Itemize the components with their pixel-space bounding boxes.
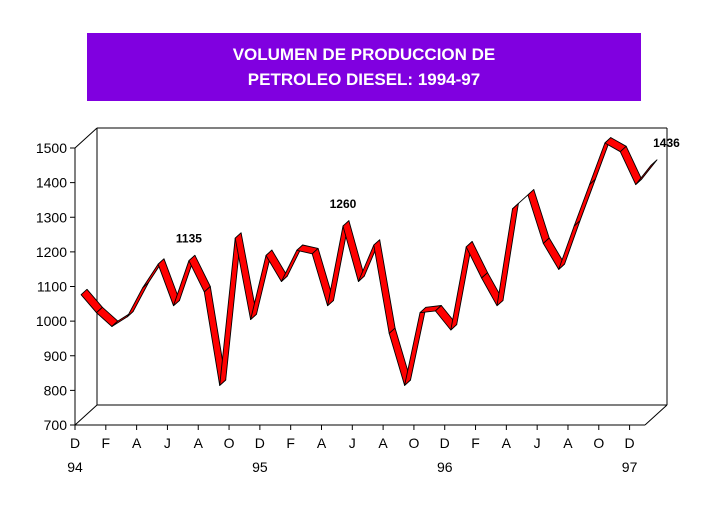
ribbon-segment [219,232,242,386]
x-tick-month: A [563,435,573,451]
ribbon-segment [465,241,489,279]
x-tick-month: J [534,435,541,451]
top-left-edge [74,127,98,149]
ribbon-segment [527,189,550,244]
x-tick-month: O [408,435,419,451]
y-tick-label: 1000 [36,313,67,329]
x-tick-month: A [378,435,388,451]
y-tick-label: 1100 [37,279,67,295]
ribbon-segment [126,281,150,318]
x-tick-month: F [471,435,480,451]
data-label: 1260 [330,197,357,211]
chart-title-line-2: PETROLEO DIESEL: 1994-97 [247,70,481,89]
x-tick-year: 97 [622,459,638,475]
y-tick-label: 800 [44,382,68,398]
ribbon-segment [188,254,211,293]
x-tick-month: A [502,435,512,451]
ribbon-segment [342,220,365,282]
floor-right-edge [644,404,668,426]
ribbon-segment [450,241,473,331]
y-tick-label: 1400 [36,175,67,191]
chart-title-line-1: VOLUMEN DE PRODUCCION DE [232,45,496,64]
y-tick-label: 1200 [36,244,67,260]
x-tick-month: A [132,435,142,451]
x-tick-year: 94 [67,459,83,475]
x-tick-month: A [194,435,204,451]
ribbon-segment [619,145,643,186]
y-tick-label: 700 [44,417,68,433]
x-tick-month: D [70,435,80,451]
x-tick-month: F [102,435,111,451]
x-tick-month: D [625,435,635,451]
x-tick-month: J [164,435,171,451]
title-banner: VOLUMEN DE PRODUCCION DE PETROLEO DIESEL… [87,33,641,101]
data-label: 1436 [653,136,680,150]
x-tick-month: F [286,435,295,451]
ribbon-segment [496,202,519,307]
x-tick-month: J [349,435,356,451]
x-tick-month: O [224,435,235,451]
ribbon-segment [373,239,396,334]
ribbon-segment [558,220,581,270]
floor-left-edge [74,404,98,426]
x-tick-month: A [317,435,327,451]
x-tick-month: D [255,435,265,451]
ribbon-segment [404,306,427,386]
y-tick-label: 900 [44,348,68,364]
ribbon-segment [635,159,658,186]
x-tick-month: D [440,435,450,451]
x-tick-year: 95 [252,459,268,475]
y-tick-label: 1300 [36,209,67,225]
ribbon-segment [573,178,596,227]
data-label: 1135 [176,232,202,246]
ribbon-segment [80,288,103,314]
y-tick-label: 1500 [36,140,67,156]
x-tick-month: O [593,435,604,451]
x-tick-year: 96 [437,459,453,475]
